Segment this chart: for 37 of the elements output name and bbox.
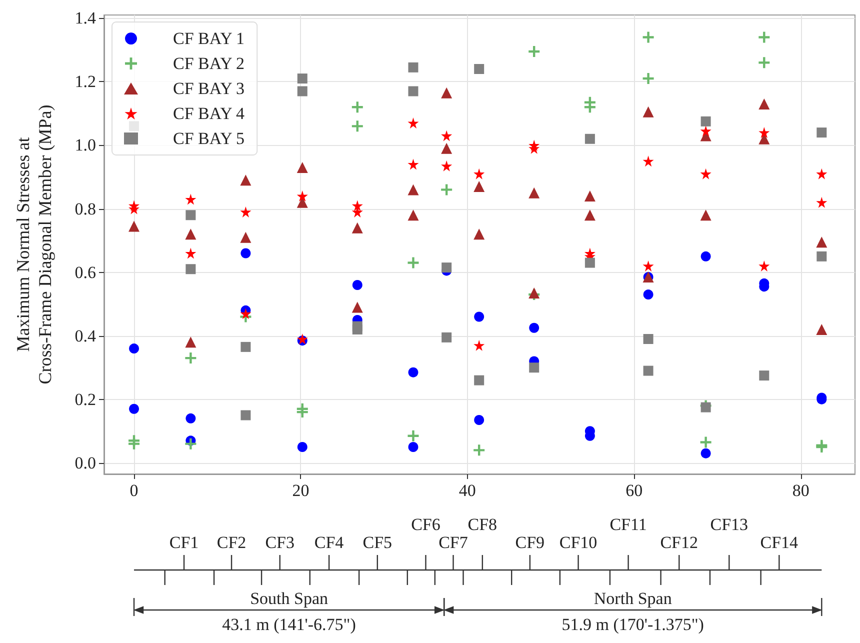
legend-label: CF BAY 3 bbox=[173, 79, 244, 98]
text: CF1 bbox=[169, 533, 199, 552]
y-tick-label: 0.6 bbox=[74, 262, 96, 282]
text: CF11 bbox=[610, 515, 647, 534]
y-axis-title: Maximum Normal Stresses at Cross-Frame Diagonal Member (MPa) bbox=[13, 104, 55, 384]
y-tick-label: 0.8 bbox=[74, 199, 96, 218]
text: South Span bbox=[250, 589, 328, 608]
text: CF5 bbox=[362, 533, 392, 552]
text: North Span bbox=[594, 589, 672, 608]
y-tick-label: 0.2 bbox=[74, 390, 96, 409]
text: 43.1 m (141'-6.75") bbox=[222, 615, 356, 634]
legend-label: CF BAY 1 bbox=[173, 29, 244, 48]
legend-label: CF BAY 4 bbox=[173, 104, 245, 123]
text: CF2 bbox=[216, 533, 246, 552]
text: CF7 bbox=[438, 533, 468, 552]
text: CF8 bbox=[468, 515, 498, 534]
text: CF13 bbox=[710, 515, 748, 534]
y-tick-label: 1.4 bbox=[74, 8, 96, 28]
y-tick-label: 0.4 bbox=[74, 326, 96, 346]
y-tick-label: 0.0 bbox=[74, 453, 96, 472]
text: CF3 bbox=[265, 533, 295, 552]
text: CF9 bbox=[515, 533, 545, 552]
y-tick-label: 1.0 bbox=[74, 136, 96, 155]
text: CF12 bbox=[660, 533, 698, 552]
legend-label: CF BAY 5 bbox=[173, 129, 244, 148]
x-tick-label: 40 bbox=[458, 481, 476, 500]
text: CF10 bbox=[559, 533, 598, 552]
text: CF6 bbox=[411, 515, 440, 534]
legend-label: CF BAY 2 bbox=[173, 54, 244, 73]
x-tick-label: 80 bbox=[792, 481, 810, 500]
x-tick-label: 0 bbox=[130, 481, 138, 500]
x-tick-label: 60 bbox=[626, 481, 643, 500]
y-tick-label: 1.2 bbox=[74, 72, 96, 92]
text: CF4 bbox=[314, 533, 344, 552]
text: 51.9 m (170'-1.375") bbox=[562, 615, 704, 634]
text: CF14 bbox=[760, 533, 799, 552]
x-tick-label: 20 bbox=[292, 481, 310, 500]
